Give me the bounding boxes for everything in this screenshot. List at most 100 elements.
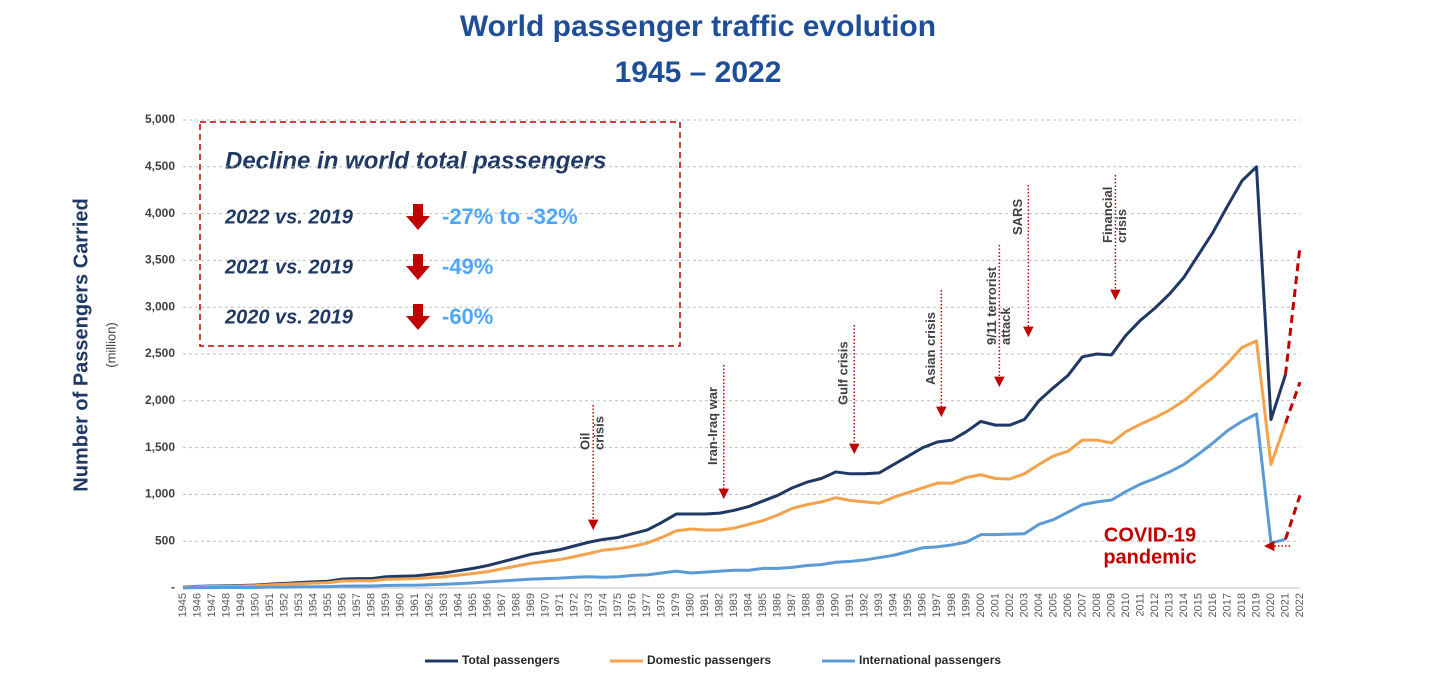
x-tick-label: 2010 [1120, 593, 1132, 617]
x-tick-label: 1963 [438, 593, 450, 617]
x-tick-label: 1998 [946, 593, 958, 617]
annotation-label: Gulf crisis [836, 341, 851, 405]
down-arrow-icon [406, 304, 430, 330]
x-tick-label: 2022 [1294, 593, 1306, 617]
y-tick-label: 1,500 [145, 440, 175, 454]
annotation-label: pandemic [1103, 546, 1196, 568]
x-tick-label: 2009 [1105, 593, 1117, 617]
x-tick-label: 1987 [786, 593, 798, 617]
y-tick-label: 5,000 [145, 112, 175, 126]
box-row-label: 2021 vs. 2019 [224, 256, 354, 278]
x-tick-label: 1991 [844, 593, 856, 617]
annotation-label: COVID-19 [1104, 524, 1196, 546]
series-line [182, 412, 1286, 590]
x-tick-label: 1968 [511, 593, 523, 617]
x-tick-label: 2012 [1149, 593, 1161, 617]
x-tick-label: 2020 [1265, 593, 1277, 617]
x-tick-label: 1978 [656, 593, 668, 617]
annotation-label: crisis [1114, 209, 1129, 243]
x-tick-label: 1972 [569, 593, 581, 617]
x-tick-label: 1979 [670, 593, 682, 617]
x-tick-label: 1999 [960, 593, 972, 617]
x-tick-label: 1981 [699, 593, 711, 617]
x-tick-label: 1952 [278, 593, 290, 617]
x-tick-label: 1990 [830, 593, 842, 617]
annotation-label: attack [998, 307, 1013, 345]
y-tick-label: 2,000 [145, 393, 175, 407]
x-tick-label: 1973 [583, 593, 595, 617]
x-tick-label: 1946 [191, 593, 203, 617]
x-tick-label: 1966 [482, 593, 494, 617]
x-tick-label: 2004 [1033, 593, 1045, 617]
y-tick-label: 1,000 [145, 487, 175, 501]
x-tick-label: 1948 [220, 593, 232, 617]
x-tick-label: 2002 [1004, 593, 1016, 617]
y-tick-label: 2,500 [145, 346, 175, 360]
x-tick-label: 1993 [873, 593, 885, 617]
box-row-value: -27% to -32% [442, 204, 578, 229]
x-tick-label: 1957 [351, 593, 363, 617]
annotation-label: SARS [1010, 199, 1025, 235]
box-row-label: 2020 vs. 2019 [224, 306, 354, 328]
x-tick-label: 1985 [757, 593, 769, 617]
x-tick-label: 1949 [235, 593, 247, 617]
down-arrow-icon [406, 254, 430, 280]
y-tick-label: 4,500 [145, 159, 175, 173]
chart-title: World passenger traffic evolution [460, 10, 936, 43]
y-axis-subtitle: (million) [103, 322, 118, 368]
x-tick-label: 1988 [801, 593, 813, 617]
x-tick-label: 1994 [888, 593, 900, 617]
x-tick-label: 1947 [206, 593, 218, 617]
x-tick-label: 1969 [525, 593, 537, 617]
box-row-value: -60% [442, 304, 493, 329]
annotation-label: crisis [592, 416, 607, 450]
x-tick-label: 2016 [1207, 593, 1219, 617]
forecast-line [1284, 381, 1302, 424]
series-line [182, 165, 1287, 589]
x-tick-label: 1967 [496, 593, 508, 617]
x-tick-label: 1989 [815, 593, 827, 617]
x-tick-label: 1974 [598, 593, 610, 617]
x-tick-label: 2011 [1134, 593, 1146, 617]
y-tick-label: 4,000 [145, 206, 175, 220]
x-tick-label: 2000 [975, 593, 987, 617]
y-tick-label: 500 [155, 533, 175, 547]
x-tick-label: 2019 [1250, 593, 1262, 617]
x-tick-label: 2017 [1221, 593, 1233, 617]
annotation-label: 9/11 terrorist [984, 266, 999, 345]
y-tick-label: - [171, 580, 175, 594]
box-row-value: -49% [442, 254, 493, 279]
x-tick-label: 2015 [1192, 593, 1204, 617]
x-tick-label: 1956 [336, 593, 348, 617]
x-tick-label: 1975 [612, 593, 624, 617]
x-tick-label: 2008 [1091, 593, 1103, 617]
x-tick-label: 1959 [380, 593, 392, 617]
y-tick-label: 3,500 [145, 253, 175, 267]
x-tick-label: 1965 [467, 593, 479, 617]
x-tick-label: 1954 [307, 593, 319, 617]
x-tick-label: 1980 [685, 593, 697, 617]
y-axis-title: Number of Passengers Carried [70, 198, 92, 491]
x-tick-label: 1995 [902, 593, 914, 617]
x-tick-label: 2005 [1047, 593, 1059, 617]
x-tick-label: 1984 [743, 593, 755, 617]
legend-label: Domestic passengers [647, 653, 771, 667]
x-tick-label: 1951 [264, 593, 276, 617]
x-tick-label: 1961 [409, 593, 421, 617]
x-tick-label: 1958 [365, 593, 377, 617]
annotation-label: Oil [578, 433, 593, 450]
x-tick-label: 2003 [1018, 593, 1030, 617]
chart-subtitle: 1945 – 2022 [615, 56, 782, 89]
forecast-line [1284, 246, 1302, 375]
x-tick-label: 2021 [1279, 593, 1291, 617]
legend-label: International passengers [859, 653, 1001, 667]
x-tick-label: 1971 [554, 593, 566, 617]
x-tick-label: 2006 [1062, 593, 1074, 617]
x-tick-label: 2014 [1178, 593, 1190, 617]
x-tick-label: 1997 [931, 593, 943, 617]
x-tick-label: 1986 [772, 593, 784, 617]
x-tick-label: 1982 [714, 593, 726, 617]
x-tick-label: 1976 [627, 593, 639, 617]
annotation-label: Iran-Iraq war [705, 387, 720, 465]
